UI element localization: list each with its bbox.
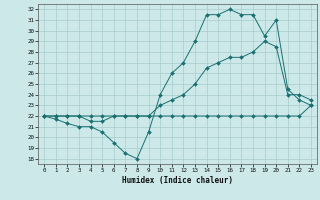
X-axis label: Humidex (Indice chaleur): Humidex (Indice chaleur) <box>122 176 233 185</box>
